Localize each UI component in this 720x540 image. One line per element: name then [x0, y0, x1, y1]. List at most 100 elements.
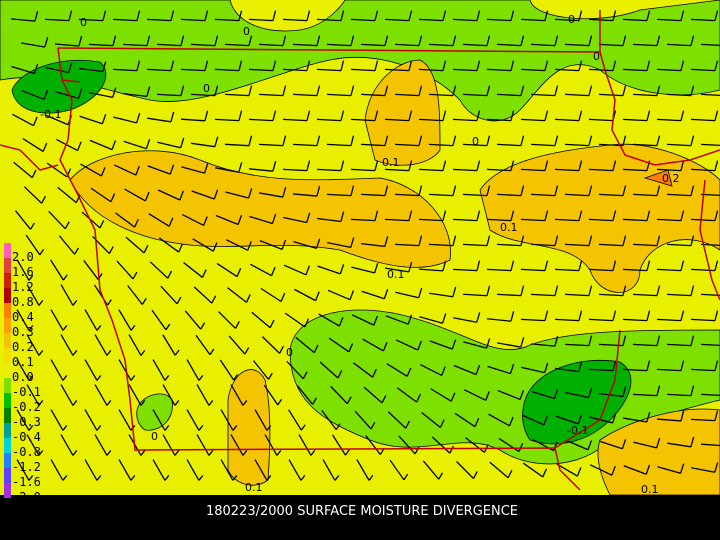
wind-barb: [690, 260, 719, 272]
legend-swatch: [4, 348, 11, 363]
wind-barb: [622, 110, 651, 122]
wind-barb: [384, 110, 413, 122]
wind-barb: [554, 60, 583, 72]
wind-barb: [555, 414, 583, 425]
wind-barb: [225, 188, 253, 199]
wind-barb: [588, 260, 617, 272]
wind-barb: [50, 409, 68, 431]
wind-barb: [622, 310, 651, 322]
legend-swatch: [4, 273, 11, 288]
wind-barb: [162, 384, 180, 406]
wind-barb: [486, 210, 515, 222]
wind-barb: [224, 85, 253, 97]
wind-barb: [362, 338, 388, 352]
wind-barb: [60, 334, 78, 356]
contour-label: 0: [151, 430, 158, 443]
wind-barb: [230, 384, 248, 406]
wind-barb: [599, 386, 627, 398]
wind-barb: [57, 186, 81, 204]
border: [0, 144, 59, 171]
wind-barb: [90, 187, 116, 203]
legend-swatch: [4, 243, 11, 258]
wind-barb: [428, 235, 457, 247]
wind-barb: [589, 464, 616, 476]
wind-barb: [361, 289, 389, 300]
orange-region: [227, 369, 271, 486]
wind-barb: [554, 10, 583, 22]
wind-barb: [361, 236, 389, 248]
wind-barb: [21, 89, 49, 100]
wind-barb: [215, 214, 243, 226]
wind-barb: [26, 284, 44, 306]
wind-barb: [196, 384, 214, 406]
wind-barb: [700, 243, 720, 247]
wind-barb: [428, 85, 457, 97]
wind-barb: [316, 110, 345, 122]
wind-barb: [462, 185, 491, 197]
wind-barb: [656, 160, 685, 172]
wind-barb: [181, 163, 209, 174]
dark-green-region: [522, 359, 632, 445]
wind-barb: [554, 260, 583, 272]
contour-label: 0: [568, 13, 575, 26]
wind-barb: [84, 309, 102, 331]
contour-label: 0.1: [387, 268, 405, 281]
wind-barb: [360, 135, 389, 147]
wind-barb: [16, 259, 34, 281]
legend-swatch: [4, 453, 11, 468]
wind-barb: [520, 60, 549, 72]
wind-barb: [319, 361, 343, 379]
wind-barb: [463, 338, 491, 349]
wind-barb: [186, 459, 204, 481]
legend-swatch: [4, 408, 11, 423]
wind-barb: [691, 462, 719, 473]
wind-barb: [453, 364, 481, 376]
wind-barb: [690, 10, 719, 22]
wind-barb: [462, 135, 491, 147]
wind-barb: [151, 309, 171, 331]
wind-barb: [588, 60, 617, 72]
wind-barb: [666, 335, 695, 347]
wind-barb: [632, 285, 661, 297]
legend-swatch: [4, 333, 11, 348]
wind-barb: [282, 60, 311, 72]
caption: 180223/2000 SURFACE MOISTURE DIVERGENCE: [206, 504, 518, 519]
wind-barb: [54, 35, 83, 47]
wind-barb: [588, 310, 617, 322]
wind-barb: [386, 363, 412, 377]
wind-barb: [113, 164, 140, 176]
contour-label: -0.1: [40, 108, 61, 121]
wind-barb: [632, 335, 661, 347]
wind-barb: [598, 185, 627, 197]
legend-label: -0.4: [12, 430, 41, 444]
border: [57, 47, 581, 491]
wind-barb: [122, 35, 151, 47]
wind-barb: [486, 60, 515, 72]
wind-barb: [260, 287, 286, 303]
state-borders: [0, 10, 720, 491]
wind-barb: [632, 35, 661, 47]
wind-barb: [632, 385, 661, 397]
wind-barb: [292, 185, 321, 197]
wind-barb: [622, 210, 651, 222]
contour-label: 0.1: [245, 481, 263, 494]
wind-barb: [554, 160, 583, 172]
contour-label: 0.1: [641, 483, 659, 496]
wind-barb: [248, 60, 277, 72]
wind-barb: [326, 85, 355, 97]
wind-barb: [496, 35, 525, 47]
wind-barb: [452, 110, 481, 122]
wind-barb: [156, 85, 185, 97]
wind-barb: [214, 10, 243, 22]
wind-barb: [127, 285, 147, 305]
wind-barb: [316, 10, 345, 22]
wind-barb: [316, 60, 345, 72]
wind-barb: [288, 409, 306, 431]
wind-barb: [230, 434, 248, 456]
wind-barb: [598, 135, 627, 147]
wind-barb: [520, 260, 549, 272]
contour-label: 0: [203, 82, 210, 95]
wind-barb: [26, 434, 44, 456]
wind-barb: [521, 414, 548, 426]
legend-swatch: [4, 288, 11, 303]
